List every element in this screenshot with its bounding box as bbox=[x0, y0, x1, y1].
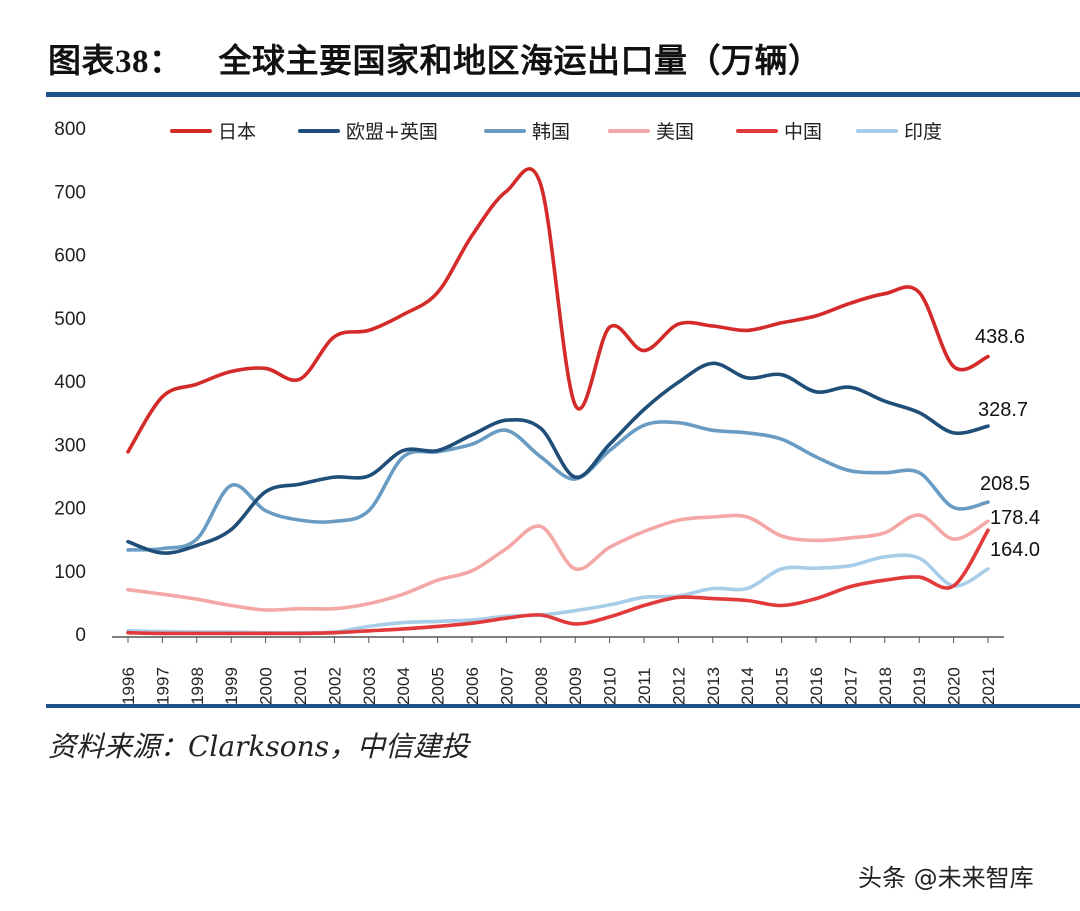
watermark-text: 头条 @未来智库 bbox=[858, 864, 1034, 892]
data-label-日本: 438.6 bbox=[975, 326, 1025, 348]
title-main: 全球主要国家和地区海运出口量（万辆） bbox=[218, 41, 822, 80]
y-tick-label: 700 bbox=[54, 182, 86, 203]
x-tick-label: 2007 bbox=[497, 667, 516, 705]
x-tick-label: 1996 bbox=[119, 667, 138, 705]
series-line-中国 bbox=[126, 528, 990, 636]
top-divider bbox=[46, 92, 1080, 97]
data-label-美国: 178.4 bbox=[990, 507, 1040, 529]
x-tick-label: 1998 bbox=[188, 667, 207, 705]
legend-label: 美国 bbox=[656, 121, 694, 143]
y-tick-label: 600 bbox=[54, 246, 86, 267]
x-tick-label: 2000 bbox=[257, 667, 276, 705]
x-tick-label: 2018 bbox=[876, 667, 895, 705]
x-tick-label: 2006 bbox=[463, 667, 482, 705]
x-tick-label: 2020 bbox=[945, 667, 964, 705]
x-tick-label: 2008 bbox=[532, 667, 551, 705]
legend-label: 中国 bbox=[784, 121, 822, 143]
series-line-欧盟+英国 bbox=[126, 361, 990, 555]
x-tick-label: 1997 bbox=[153, 667, 172, 705]
data-label-中国: 164.0 bbox=[990, 539, 1040, 561]
x-tick-label: 2012 bbox=[669, 667, 688, 705]
y-tick-label: 0 bbox=[75, 625, 86, 646]
x-tick-label: 1999 bbox=[222, 667, 241, 705]
x-tick-label: 2002 bbox=[325, 667, 344, 705]
x-tick-label: 2015 bbox=[773, 667, 792, 705]
series-line-韩国 bbox=[126, 420, 990, 552]
x-tick-label: 2016 bbox=[807, 667, 826, 705]
bottom-divider bbox=[46, 704, 1080, 708]
data-label-韩国: 208.5 bbox=[980, 473, 1030, 495]
y-tick-label: 400 bbox=[54, 372, 86, 393]
x-tick-label: 2011 bbox=[635, 668, 654, 705]
legend-label: 日本 bbox=[218, 121, 256, 143]
x-tick-label: 2013 bbox=[704, 667, 723, 705]
series-line-美国 bbox=[126, 513, 990, 612]
chart-title: 图表38： 全球主要国家和地区海运出口量（万辆） bbox=[48, 34, 821, 82]
y-tick-label: 500 bbox=[54, 309, 86, 330]
y-tick-label: 100 bbox=[54, 562, 86, 583]
title-suffix: ： bbox=[149, 41, 183, 80]
x-tick-label: 2005 bbox=[429, 667, 448, 705]
x-tick-label: 2017 bbox=[841, 667, 860, 705]
watermark: 头条 @未来智库 bbox=[858, 858, 1034, 893]
legend-label: 欧盟+英国 bbox=[346, 121, 438, 143]
title-number: 38 bbox=[115, 44, 149, 80]
x-tick-label: 2014 bbox=[738, 667, 757, 705]
y-tick-label: 200 bbox=[54, 499, 86, 520]
x-tick-label: 2003 bbox=[360, 667, 379, 705]
x-tick-label: 2009 bbox=[566, 667, 585, 705]
y-tick-label: 800 bbox=[54, 119, 86, 140]
x-tick-label: 2004 bbox=[394, 667, 413, 705]
title-prefix: 图表 bbox=[48, 41, 115, 80]
legend-label: 印度 bbox=[904, 121, 942, 143]
data-label-欧盟+英国: 328.7 bbox=[978, 399, 1028, 421]
legend-label: 韩国 bbox=[532, 121, 570, 143]
y-tick-label: 300 bbox=[54, 435, 86, 456]
x-tick-label: 2021 bbox=[979, 667, 998, 705]
x-tick-label: 2010 bbox=[601, 667, 620, 705]
source-note: 资料来源：Clarksons，中信建投 bbox=[48, 730, 470, 763]
x-tick-label: 2019 bbox=[910, 667, 929, 705]
series-line-日本 bbox=[126, 167, 990, 454]
x-tick-label: 2001 bbox=[291, 667, 310, 705]
